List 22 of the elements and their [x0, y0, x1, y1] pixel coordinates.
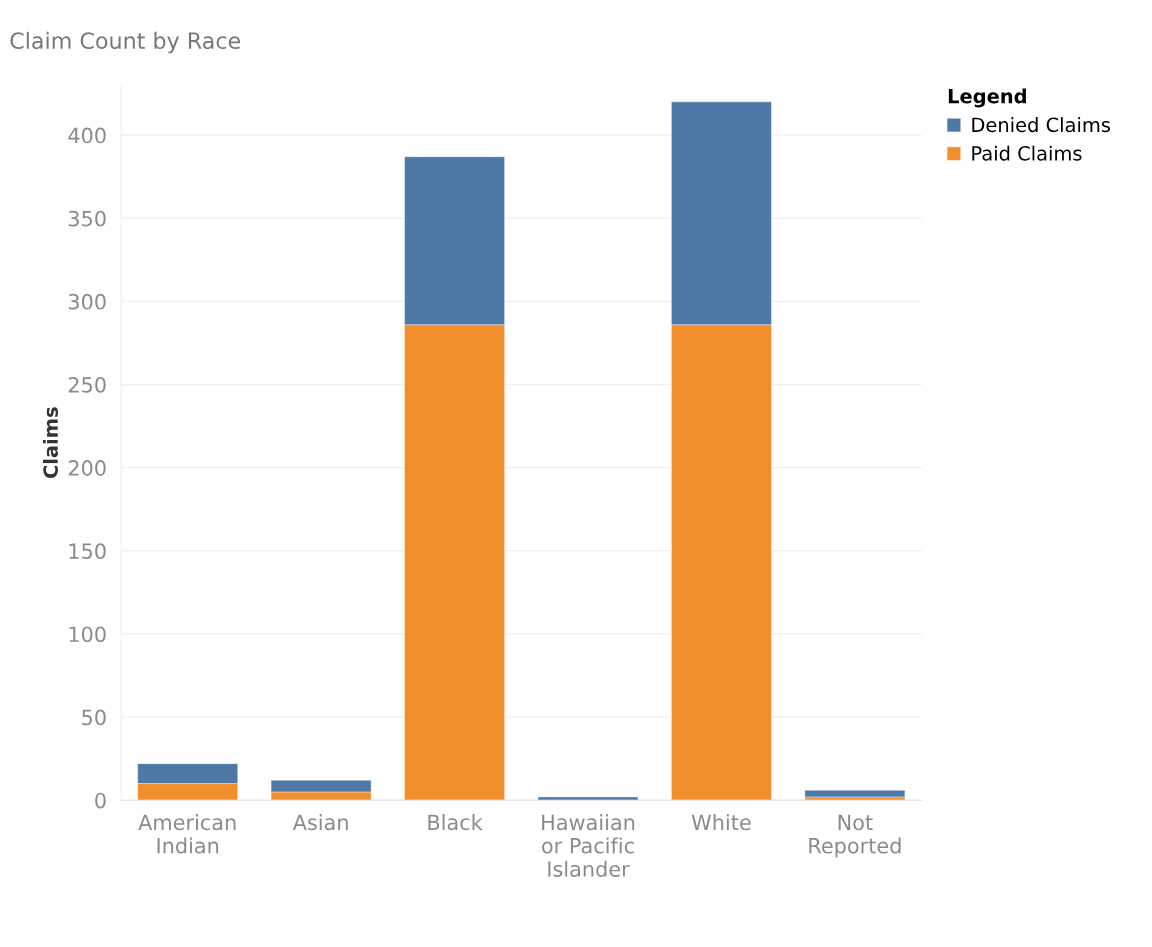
y-tick-label: 200	[68, 460, 106, 476]
y-tick-label: 400	[68, 127, 106, 144]
x-tick-label: Not Reported	[809, 814, 901, 858]
x-tick-label: Asian	[292, 814, 348, 831]
bar	[537, 796, 639, 801]
bar	[804, 790, 906, 798]
y-tick-label: 350	[68, 210, 106, 227]
x-tick-label: Black	[428, 814, 483, 831]
legend-label: Paid Claims	[972, 145, 1082, 161]
x-tick-label: White	[691, 814, 751, 831]
y-axis-title: Claims	[42, 407, 58, 479]
y-tick-label: 100	[69, 626, 106, 643]
y-tick-label: 150	[69, 543, 106, 560]
chart-title: Claim Count by Race	[10, 31, 241, 54]
legend-label: Denied Claims	[972, 117, 1111, 133]
x-tick-label: Hawaiian or Pacific Islander	[542, 814, 635, 877]
legend-title: Legend	[948, 88, 1026, 108]
y-tick-label: 300	[68, 293, 106, 310]
y-tick-label: 50	[82, 709, 106, 726]
x-tick-label: American Indian	[138, 814, 236, 854]
y-tick-label: 250	[68, 376, 106, 393]
y-tick-label: 0	[95, 792, 106, 809]
